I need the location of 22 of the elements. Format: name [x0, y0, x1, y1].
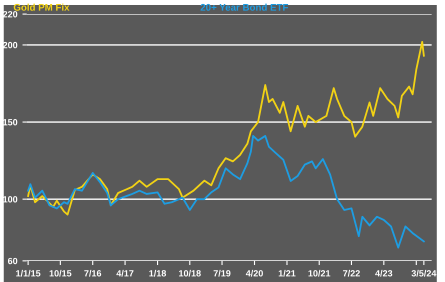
x-tick-label: 1/18: [149, 270, 166, 277]
x-tick-label: 1/21: [278, 270, 296, 277]
text: Gold PM Fix: [14, 4, 70, 11]
y-tick-label: 150: [3, 119, 18, 126]
x-tick-label: 10/18: [179, 270, 201, 277]
x-tick-label: 3/5/24: [412, 270, 436, 277]
x-tick-label: 4/20: [246, 270, 263, 277]
y-tick-label: 220: [2, 11, 18, 18]
text: 20+ Year Bond ETF: [200, 4, 288, 11]
x-tick-label: 4/17: [116, 270, 134, 277]
x-tick-label: 10/15: [50, 270, 72, 277]
line-series: [27, 40, 425, 216]
x-tick-label: 4/23: [375, 270, 392, 277]
y-tick-label: 200: [2, 42, 18, 48]
x-tick-label: 10/21: [308, 270, 330, 277]
y-tick-label: 100: [3, 196, 18, 203]
x-tick-label: 1/1/15: [16, 270, 40, 277]
y-tick-label: 60: [8, 258, 18, 264]
x-tick-label: 7/16: [84, 270, 102, 277]
x-tick-label: 7/19: [214, 270, 230, 277]
x-tick-label: 7/22: [343, 270, 360, 277]
line-series: [27, 135, 425, 248]
